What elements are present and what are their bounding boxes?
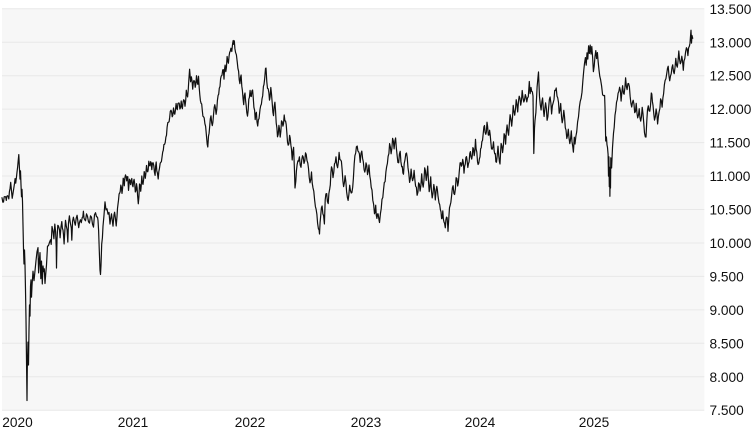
svg-text:2021: 2021 <box>118 415 148 430</box>
svg-text:12.500: 12.500 <box>710 69 752 84</box>
svg-text:8.000: 8.000 <box>710 370 745 385</box>
svg-text:10.000: 10.000 <box>710 236 752 251</box>
svg-text:2025: 2025 <box>579 415 610 430</box>
svg-text:11.000: 11.000 <box>710 169 751 184</box>
svg-text:9.500: 9.500 <box>710 269 745 284</box>
svg-text:11.500: 11.500 <box>710 136 751 151</box>
svg-text:10.500: 10.500 <box>710 203 752 218</box>
svg-text:2020: 2020 <box>2 415 33 430</box>
svg-text:2023: 2023 <box>351 415 382 430</box>
svg-text:8.500: 8.500 <box>710 336 745 351</box>
svg-text:12.000: 12.000 <box>710 102 752 117</box>
svg-text:9.000: 9.000 <box>710 303 745 318</box>
svg-text:13.500: 13.500 <box>710 2 752 17</box>
svg-text:7.500: 7.500 <box>710 403 745 418</box>
svg-text:2024: 2024 <box>465 415 496 430</box>
svg-text:2022: 2022 <box>235 415 265 430</box>
svg-text:13.000: 13.000 <box>710 35 752 50</box>
